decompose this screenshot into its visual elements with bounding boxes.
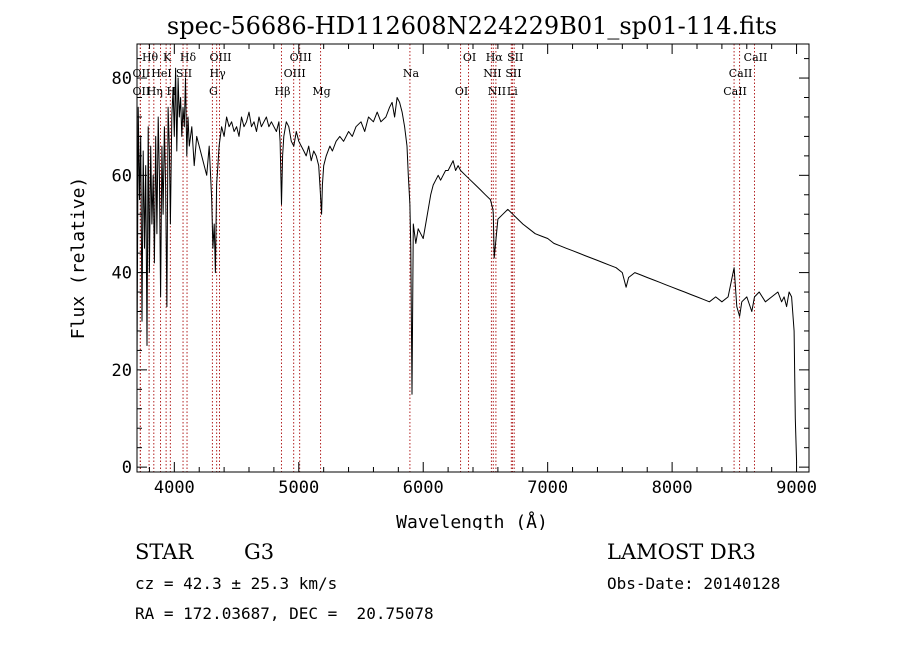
spectrum-plot: spec-56686-HD112608N224229B01_sp01-114.f… [68, 12, 817, 530]
line-label-li: Li [507, 85, 518, 98]
emission-line-markers [139, 44, 755, 472]
x-tick-label: 4000 [154, 478, 195, 498]
x-axis-label: Wavelength (Å) [396, 511, 548, 530]
line-label-nii: NII [483, 67, 501, 80]
line-label-oiii: OIII [209, 51, 231, 64]
line-label-k: K [163, 51, 172, 64]
chart-title: spec-56686-HD112608N224229B01_sp01-114.f… [167, 12, 777, 40]
line-label-hβ: Hβ [275, 85, 291, 98]
object-class: STAR [135, 540, 194, 564]
line-label-caii: CaII [744, 51, 768, 64]
line-label-sii: SII [507, 51, 523, 64]
coordinates: RA = 172.03687, DEC = 20.75078 [135, 604, 434, 623]
spectrum-line [136, 67, 798, 463]
line-label-sii: SII [176, 67, 192, 80]
observation-date: Obs-Date: 20140128 [607, 574, 781, 593]
line-label-oi: OI [463, 51, 476, 64]
y-tick-label: 40 [112, 264, 132, 284]
line-label-g: G [209, 85, 218, 98]
y-tick-label: 0 [122, 458, 132, 478]
line-label-oi: OI [455, 85, 468, 98]
line-label-caii: CaII [723, 85, 747, 98]
line-label-oiii: OIII [284, 67, 306, 80]
line-label-nii: NII [488, 85, 506, 98]
line-label-hα: Hα [486, 51, 504, 64]
line-label-caii: CaII [729, 67, 753, 80]
x-tick-label: 8000 [652, 478, 693, 498]
line-label-h: H [167, 85, 177, 98]
line-label-oii: OII [133, 67, 151, 80]
line-label-oii: OII [133, 85, 151, 98]
line-label-hη: Hη [147, 85, 163, 98]
line-label-hδ: Hδ [180, 51, 197, 64]
object-subclass: G3 [244, 540, 275, 564]
line-label-hθ: Hθ [142, 51, 159, 64]
x-tick-label: 7000 [527, 478, 568, 498]
survey-name: LAMOST DR3 [607, 540, 756, 564]
line-label-oiii: OIII [290, 51, 312, 64]
line-label-hγ: Hγ [210, 67, 227, 80]
x-tick-label: 9000 [776, 478, 817, 498]
axis-ticks: 4000 5000 6000 7000 8000 9000 0 20 40 60 80 [112, 44, 817, 498]
y-tick-label: 20 [112, 361, 132, 381]
line-label-mg: Mg [312, 85, 330, 98]
y-tick-label: 80 [112, 69, 132, 89]
redshift-velocity: cz = 42.3 ± 25.3 km/s [135, 574, 338, 593]
y-tick-label: 60 [112, 166, 132, 186]
spectrum-series [136, 67, 798, 463]
line-label-na: Na [403, 67, 420, 80]
plot-frame [136, 43, 810, 473]
line-label-hei: HeI [151, 67, 171, 80]
x-tick-label: 6000 [403, 478, 444, 498]
line-label-sii: SII [505, 67, 521, 80]
y-axis-label: Flux (relative) [68, 177, 89, 340]
x-tick-label: 5000 [278, 478, 319, 498]
